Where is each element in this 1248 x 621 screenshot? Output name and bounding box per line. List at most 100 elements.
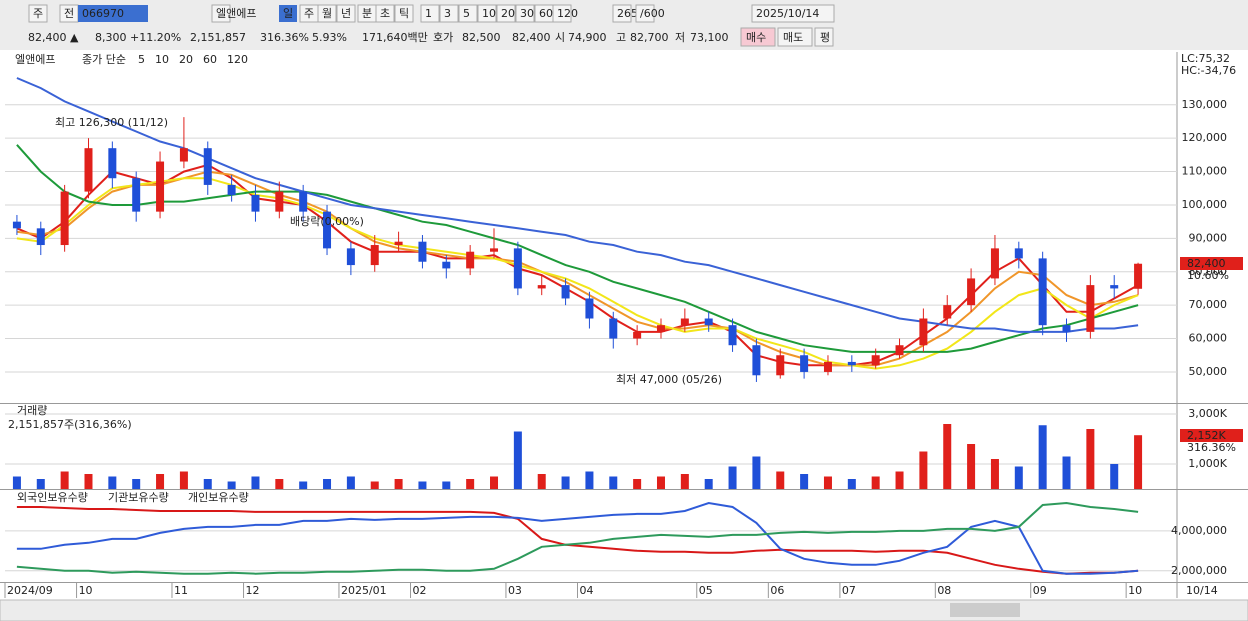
toolbar-text[interactable]: 066970 (82, 7, 124, 20)
volume-bar (132, 479, 141, 489)
candle-body (1014, 248, 1023, 259)
volume-tag (1180, 429, 1243, 442)
candle-body (299, 191, 308, 212)
legend-entry: 기관보유수량 (108, 491, 169, 504)
toolbar-text[interactable]: 년 (341, 7, 351, 20)
trade-button[interactable] (814, 27, 834, 47)
toolbar-text[interactable]: 3 (444, 7, 451, 20)
annotation: 316.36% (1187, 441, 1236, 454)
toolbar-button[interactable] (336, 4, 356, 23)
candle-body (36, 228, 45, 246)
toolbar-text[interactable]: 초 (380, 7, 390, 20)
volume-bar (561, 476, 570, 489)
toolbar-button[interactable] (394, 4, 414, 23)
toolbar-button[interactable] (28, 4, 48, 23)
candle-body (275, 191, 284, 212)
toolbar-button[interactable] (496, 4, 516, 23)
quote-text: 74,900 (568, 31, 607, 44)
toolbar-button[interactable] (552, 4, 572, 23)
volume-bar (680, 474, 689, 489)
volume-bar (585, 471, 594, 489)
toolbar-button[interactable] (211, 4, 231, 23)
x-tick-label: 11 (174, 584, 188, 597)
price-tag (1180, 257, 1243, 270)
toolbar-button[interactable] (477, 4, 497, 23)
quote-text: 시 (555, 31, 565, 44)
toolbar-text[interactable]: 30 (520, 7, 534, 20)
quote-text: 5.93% (312, 31, 347, 44)
toolbar-text[interactable]: 분 (362, 7, 372, 20)
volume-bar (656, 476, 665, 489)
toolbar-button[interactable] (458, 4, 478, 23)
toolbar-text[interactable]: /600 (640, 7, 665, 20)
volume-bar (227, 481, 236, 489)
toolbar-text[interactable]: 일 (283, 6, 293, 20)
toolbar-button[interactable] (612, 4, 632, 23)
toolbar-text[interactable]: 20 (501, 7, 515, 20)
volume-bar (728, 466, 737, 489)
toolbar-text[interactable]: 틱 (399, 7, 409, 20)
toolbar-button[interactable] (751, 4, 835, 23)
volume-bar (466, 479, 475, 489)
candle-body (728, 325, 737, 346)
toolbar-button[interactable] (439, 4, 459, 23)
annotation: 2,152K (1187, 429, 1226, 442)
annotation: 최고 126,300 (11/12) (55, 116, 168, 129)
toolbar-text[interactable]: 주 (33, 7, 43, 20)
volume-bar (823, 476, 832, 489)
volume-bar (513, 431, 522, 489)
toolbar-text[interactable]: 엘앤에프 (216, 7, 256, 20)
y-tick-label: 120,000 (1182, 131, 1228, 144)
toolbar-button[interactable] (375, 4, 395, 23)
candle-body (704, 318, 713, 326)
volume-bar (800, 474, 809, 489)
candle-body (132, 178, 141, 212)
period-button[interactable] (279, 5, 297, 22)
toolbar-text[interactable]: 월 (322, 7, 332, 20)
annotation: LC:75,32 (1181, 52, 1230, 65)
toolbar-text[interactable]: 2025/10/14 (756, 7, 819, 20)
volume-bar (394, 479, 403, 489)
candle-body (943, 305, 952, 319)
volume-bar (12, 476, 21, 489)
volume-bar (537, 474, 546, 489)
candle-body (967, 278, 976, 306)
quote-text: 82,500 (462, 31, 501, 44)
toolbar-text[interactable]: 10 (482, 7, 496, 20)
candle-body (1038, 258, 1047, 326)
toolbar-text[interactable]: 5 (463, 7, 470, 20)
candle-body (60, 191, 69, 246)
legend-entry: 120 (227, 53, 248, 66)
volume-bar (36, 479, 45, 489)
toolbar-button[interactable] (515, 4, 535, 23)
panel-title: 엘앤에프 (15, 53, 55, 66)
quote-text[interactable]: 평 (820, 31, 830, 44)
volume-bar (847, 479, 856, 489)
volume-bar (299, 481, 308, 489)
trade-button[interactable] (777, 27, 813, 47)
toolbar-text[interactable]: 120 (557, 7, 578, 20)
toolbar-text[interactable]: 60 (539, 7, 553, 20)
toolbar-button[interactable] (420, 4, 440, 23)
toolbar-button[interactable] (317, 4, 337, 23)
toolbar-text[interactable]: 1 (425, 7, 432, 20)
line-series (16, 501, 1139, 575)
x-tick-label: 12 (246, 584, 260, 597)
code-input[interactable] (78, 5, 148, 22)
annotation: 배당락(0,00%) (290, 215, 364, 228)
toolbar-text[interactable]: 전 (64, 7, 74, 20)
toolbar-text[interactable]: 주 (304, 7, 314, 20)
candle-body (12, 221, 21, 229)
x-tick-label: 10/14 (1186, 584, 1218, 597)
volume-bar (895, 471, 904, 489)
trade-button[interactable] (740, 27, 776, 47)
scroll-thumb[interactable] (950, 603, 1020, 617)
volume-bar (609, 476, 618, 489)
candle-body (466, 251, 475, 269)
scrollbar[interactable] (0, 599, 1248, 621)
toolbar-text[interactable]: 265 (617, 7, 638, 20)
quote-text[interactable]: 매도 (783, 31, 803, 44)
quote-text[interactable]: 매수 (746, 31, 766, 44)
y-tick-label: 100,000 (1182, 198, 1228, 211)
toolbar-button[interactable] (635, 4, 655, 23)
